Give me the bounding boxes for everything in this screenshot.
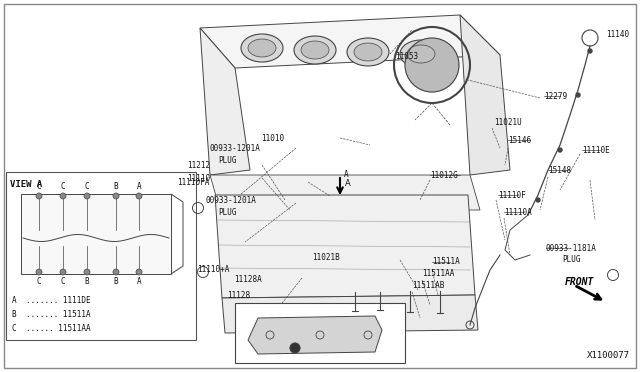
Text: 11053: 11053	[395, 51, 418, 61]
Polygon shape	[222, 295, 478, 333]
Text: 11212: 11212	[187, 160, 210, 170]
Circle shape	[290, 343, 300, 353]
Text: 11110E: 11110E	[582, 145, 610, 154]
Text: C: C	[84, 182, 90, 191]
Text: 11511AA: 11511AA	[422, 269, 454, 279]
Circle shape	[113, 269, 119, 275]
Circle shape	[84, 193, 90, 199]
Circle shape	[405, 38, 459, 92]
Text: 11128: 11128	[227, 291, 250, 299]
Text: 11012G: 11012G	[430, 170, 458, 180]
Circle shape	[558, 148, 562, 152]
Bar	[235, 303, 405, 363]
Circle shape	[36, 193, 42, 199]
Text: 00933-1181A: 00933-1181A	[546, 244, 597, 253]
Text: B  ....... 11511A: B ....... 11511A	[12, 310, 91, 319]
Text: PLUG: PLUG	[562, 256, 580, 264]
Bar	[21, 194, 171, 274]
Ellipse shape	[301, 41, 329, 59]
Text: C: C	[61, 277, 65, 286]
Text: B: B	[114, 182, 118, 191]
Text: PLUG: PLUG	[218, 155, 237, 164]
Text: 11140: 11140	[606, 29, 629, 38]
Text: C: C	[61, 182, 65, 191]
Circle shape	[84, 269, 90, 275]
Text: 00933-1201A: 00933-1201A	[206, 196, 257, 205]
Polygon shape	[460, 15, 510, 175]
Ellipse shape	[407, 45, 435, 63]
Text: C: C	[36, 182, 42, 191]
Text: B: B	[114, 277, 118, 286]
Circle shape	[36, 269, 42, 275]
Text: A: A	[137, 277, 141, 286]
Ellipse shape	[248, 39, 276, 57]
Text: 11110: 11110	[187, 173, 210, 183]
Circle shape	[136, 269, 142, 275]
Text: C  ...... 11511AA: C ...... 11511AA	[12, 324, 91, 333]
Polygon shape	[248, 316, 382, 354]
Text: A: A	[345, 179, 351, 187]
Text: 11110F: 11110F	[498, 190, 525, 199]
Text: X1100077: X1100077	[587, 351, 630, 360]
Text: 12279: 12279	[544, 92, 567, 100]
Text: 11010: 11010	[261, 134, 284, 142]
Text: A  ....... 1111DE: A ....... 1111DE	[12, 296, 91, 305]
Text: 11110FA: 11110FA	[178, 177, 210, 186]
Text: FRONT: FRONT	[565, 277, 595, 287]
Ellipse shape	[241, 34, 283, 62]
Circle shape	[576, 93, 580, 97]
Text: 11511AB: 11511AB	[412, 282, 444, 291]
Text: A: A	[344, 170, 349, 179]
Ellipse shape	[400, 40, 442, 68]
Text: 11021B: 11021B	[312, 253, 340, 263]
Circle shape	[60, 193, 66, 199]
Circle shape	[60, 269, 66, 275]
Polygon shape	[200, 15, 500, 68]
Text: PLUG: PLUG	[218, 208, 237, 217]
Text: 11511A: 11511A	[432, 257, 460, 266]
Text: B: B	[84, 277, 90, 286]
Circle shape	[588, 49, 592, 53]
Ellipse shape	[347, 38, 389, 66]
Text: C: C	[36, 277, 42, 286]
Text: VIEW A: VIEW A	[10, 180, 42, 189]
Ellipse shape	[294, 36, 336, 64]
Text: 00933-1201A: 00933-1201A	[210, 144, 261, 153]
Text: 11021U: 11021U	[494, 118, 522, 126]
Text: A: A	[137, 182, 141, 191]
Text: 11110A: 11110A	[504, 208, 532, 217]
Ellipse shape	[354, 43, 382, 61]
Bar	[6, 172, 196, 340]
Polygon shape	[215, 195, 475, 298]
Polygon shape	[210, 175, 480, 210]
Text: 15146: 15146	[508, 135, 531, 144]
Text: 11110+A: 11110+A	[198, 266, 230, 275]
Circle shape	[113, 193, 119, 199]
Text: 15148: 15148	[548, 166, 571, 174]
Text: 11128A: 11128A	[234, 276, 262, 285]
Circle shape	[536, 198, 540, 202]
Circle shape	[136, 193, 142, 199]
Polygon shape	[200, 28, 250, 175]
